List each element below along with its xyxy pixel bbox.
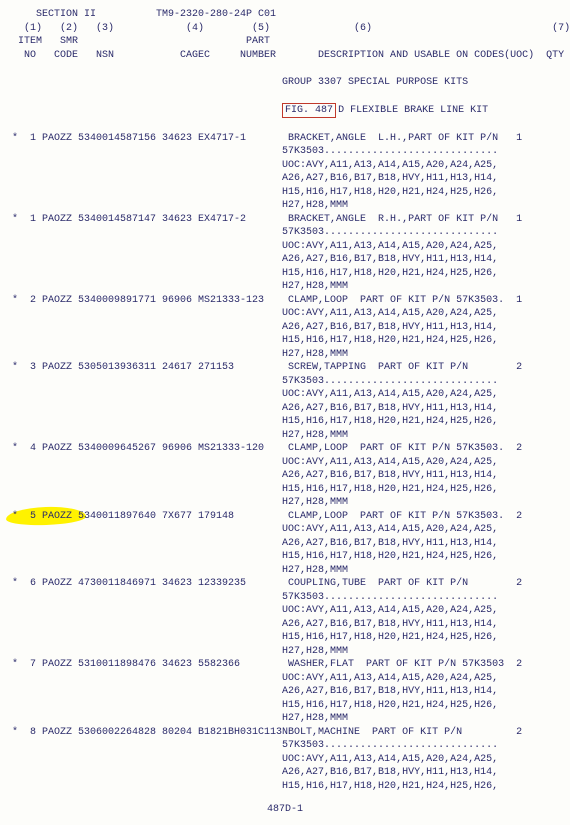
- spacer: [12, 62, 558, 76]
- table-row: * 4 PAOZZ 5340009645267 96906 MS21333-12…: [12, 442, 558, 456]
- spacer: [12, 118, 558, 132]
- uoc-line: A26,A27,B16,B17,B18,HVY,H11,H13,H14,: [12, 685, 558, 699]
- fig-line: FIG. 487D FLEXIBLE BRAKE LINE KIT: [12, 103, 558, 119]
- table-row: * 1 PAOZZ 5340014587156 34623 EX4717-1 B…: [12, 132, 558, 146]
- uoc-line: UOC:AVY,A11,A13,A14,A15,A20,A24,A25,: [12, 523, 558, 537]
- uoc-line: H27,H28,MMM: [12, 348, 558, 362]
- uoc-line: UOC:AVY,A11,A13,A14,A15,A20,A24,A25,: [12, 604, 558, 618]
- table-row: * 6 PAOZZ 4730011846971 34623 12339235 C…: [12, 577, 558, 591]
- table-row: * 5 PAOZZ 5340011897640 7X677 179148 CLA…: [12, 510, 558, 524]
- uoc-line: H27,H28,MMM: [12, 429, 558, 443]
- uoc-line: UOC:AVY,A11,A13,A14,A15,A20,A24,A25,: [12, 456, 558, 470]
- uoc-line: H27,H28,MMM: [12, 645, 558, 659]
- uoc-line: H27,H28,MMM: [12, 496, 558, 510]
- table-row: * 7 PAOZZ 5310011898476 34623 5582366 WA…: [12, 658, 558, 672]
- uoc-line: H27,H28,MMM: [12, 280, 558, 294]
- uoc-line: A26,A27,B16,B17,B18,HVY,H11,H13,H14,: [12, 321, 558, 335]
- desc-continuation: 57K3503.............................: [12, 591, 558, 605]
- header-cols-2: NO CODE NSN CAGEC NUMBER DESCRIPTION AND…: [12, 49, 558, 63]
- header-line1: SECTION II TM9-2320-280-24P C01: [12, 8, 558, 22]
- uoc-line: A26,A27,B16,B17,B18,HVY,H11,H13,H14,: [12, 172, 558, 186]
- uoc-line: H15,H16,H17,H18,H20,H21,H24,H25,H26,: [12, 483, 558, 497]
- uoc-line: UOC:AVY,A11,A13,A14,A15,A20,A24,A25,: [12, 672, 558, 686]
- uoc-line: H15,H16,H17,H18,H20,H21,H24,H25,H26,: [12, 699, 558, 713]
- uoc-line: A26,A27,B16,B17,B18,HVY,H11,H13,H14,: [12, 469, 558, 483]
- table-row: * 2 PAOZZ 5340009891771 96906 MS21333-12…: [12, 294, 558, 308]
- uoc-line: H15,H16,H17,H18,H20,H21,H24,H25,H26,: [12, 631, 558, 645]
- header-cols-nums: (1) (2) (3) (4) (5) (6) (7): [12, 22, 558, 36]
- uoc-line: H27,H28,MMM: [12, 564, 558, 578]
- uoc-line: UOC:AVY,A11,A13,A14,A15,A20,A24,A25,: [12, 307, 558, 321]
- uoc-line: H15,H16,H17,H18,H20,H21,H24,H25,H26,: [12, 415, 558, 429]
- uoc-line: A26,A27,B16,B17,B18,HVY,H11,H13,H14,: [12, 253, 558, 267]
- group-line: GROUP 3307 SPECIAL PURPOSE KITS: [12, 76, 558, 90]
- uoc-line: A26,A27,B16,B17,B18,HVY,H11,H13,H14,: [12, 402, 558, 416]
- table-row: * 1 PAOZZ 5340014587147 34623 EX4717-2 B…: [12, 213, 558, 227]
- fig-box: FIG. 487: [282, 103, 336, 119]
- desc-continuation: 57K3503.............................: [12, 375, 558, 389]
- desc-continuation: 57K3503.............................: [12, 226, 558, 240]
- table-row: * 3 PAOZZ 5305013936311 24617 271153 SCR…: [12, 361, 558, 375]
- uoc-line: H15,H16,H17,H18,H20,H21,H24,H25,H26,: [12, 550, 558, 564]
- uoc-line: UOC:AVY,A11,A13,A14,A15,A20,A24,A25,: [12, 753, 558, 767]
- uoc-line: UOC:AVY,A11,A13,A14,A15,A20,A24,A25,: [12, 240, 558, 254]
- uoc-line: H15,H16,H17,H18,H20,H21,H24,H25,H26,: [12, 267, 558, 281]
- header-cols-1: ITEM SMR PART: [12, 35, 558, 49]
- uoc-line: H15,H16,H17,H18,H20,H21,H24,H25,H26,: [12, 334, 558, 348]
- table-row: * 8 PAOZZ 5306002264828 80204 B1821BH031…: [12, 726, 558, 740]
- uoc-line: H27,H28,MMM: [12, 199, 558, 213]
- desc-continuation: 57K3503.............................: [12, 145, 558, 159]
- desc-continuation: 57K3503.............................: [12, 739, 558, 753]
- uoc-line: A26,A27,B16,B17,B18,HVY,H11,H13,H14,: [12, 618, 558, 632]
- uoc-line: UOC:AVY,A11,A13,A14,A15,A20,A24,A25,: [12, 159, 558, 173]
- uoc-line: H15,H16,H17,H18,H20,H21,H24,H25,H26,: [12, 186, 558, 200]
- uoc-line: A26,A27,B16,B17,B18,HVY,H11,H13,H14,: [12, 766, 558, 780]
- page-number: 487D-1: [12, 803, 558, 817]
- uoc-line: A26,A27,B16,B17,B18,HVY,H11,H13,H14,: [12, 537, 558, 551]
- spacer: [12, 89, 558, 103]
- uoc-line: UOC:AVY,A11,A13,A14,A15,A20,A24,A25,: [12, 388, 558, 402]
- uoc-line: H15,H16,H17,H18,H20,H21,H24,H25,H26,: [12, 780, 558, 794]
